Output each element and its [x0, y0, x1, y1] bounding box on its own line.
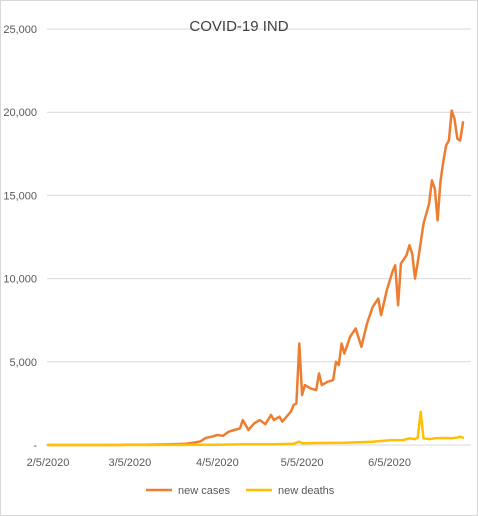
y-tick-label: 25,000 — [3, 24, 37, 36]
legend-label-new-deaths: new deaths — [278, 485, 335, 497]
x-tick-label: 2/5/2020 — [27, 457, 70, 469]
legend: new cases new deaths — [146, 485, 335, 497]
y-tick-label: 10,000 — [3, 274, 37, 286]
x-axis-ticks: 2/5/2020 3/5/2020 4/5/2020 5/5/2020 6/5/2020 — [27, 457, 411, 469]
x-tick-label: 3/5/2020 — [108, 457, 151, 469]
y-tick-label: - — [33, 440, 37, 452]
y-tick-label: 5,000 — [9, 357, 37, 369]
y-tick-label: 15,000 — [3, 190, 37, 202]
series-line-new-deaths — [46, 410, 465, 447]
y-tick-label: 20,000 — [3, 107, 37, 119]
chart-title: COVID-19 IND — [189, 18, 288, 35]
legend-label-new-cases: new cases — [178, 485, 230, 497]
x-tick-label: 6/5/2020 — [368, 457, 411, 469]
series-lines — [46, 109, 465, 447]
series-line-new-cases — [46, 109, 465, 447]
y-axis-ticks: - 5,000 10,000 15,000 20,000 25,000 — [3, 24, 37, 452]
x-tick-label: 4/5/2020 — [196, 457, 239, 469]
x-tick-label: 5/5/2020 — [281, 457, 324, 469]
gridlines — [47, 28, 471, 446]
